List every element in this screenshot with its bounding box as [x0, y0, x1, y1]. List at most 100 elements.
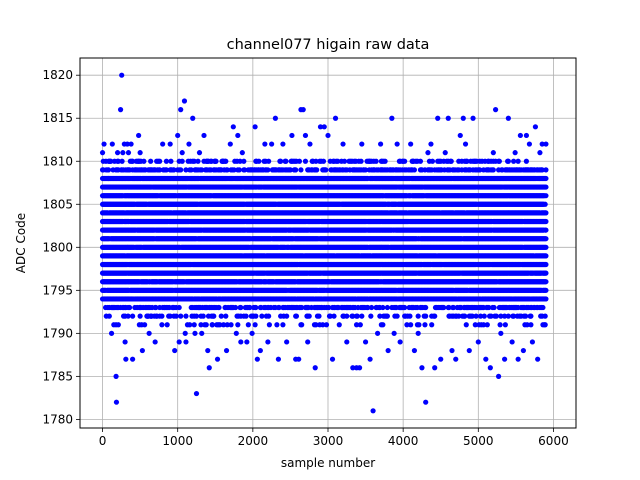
data-point	[415, 330, 421, 336]
data-point	[130, 158, 136, 164]
data-point	[492, 107, 499, 113]
data-point	[223, 313, 229, 319]
data-point	[259, 313, 265, 319]
data-point	[266, 322, 272, 328]
data-point	[543, 141, 549, 147]
data-point	[196, 150, 203, 156]
data-point	[316, 313, 322, 319]
data-point	[209, 322, 215, 328]
data-point	[125, 150, 132, 156]
data-point	[123, 356, 129, 362]
data-point	[498, 330, 504, 336]
data-point	[532, 124, 539, 130]
data-point	[235, 132, 241, 139]
data-point	[192, 330, 198, 336]
data-point	[460, 115, 466, 121]
data-point	[164, 322, 170, 328]
data-point	[252, 322, 258, 328]
data-point	[408, 141, 414, 147]
data-point	[520, 347, 526, 354]
data-point	[183, 313, 189, 319]
data-point	[359, 141, 365, 147]
data-point	[139, 322, 145, 328]
data-point	[193, 390, 200, 397]
data-point	[105, 167, 112, 173]
data-point	[375, 330, 381, 336]
data-point	[378, 141, 384, 147]
data-point	[146, 330, 152, 336]
data-point	[280, 141, 286, 147]
data-point	[293, 313, 300, 319]
data-point	[127, 304, 133, 311]
data-point	[245, 322, 251, 328]
data-point	[128, 141, 134, 147]
data-point	[186, 141, 192, 147]
data-point	[243, 313, 249, 319]
data-point	[114, 150, 121, 156]
data-point	[449, 347, 455, 354]
data-point	[269, 141, 275, 147]
data-point	[176, 339, 182, 345]
data-point	[232, 304, 239, 311]
data-point	[175, 132, 181, 139]
data-point	[265, 339, 271, 345]
data-point	[537, 150, 543, 156]
data-point	[298, 167, 304, 173]
data-point	[539, 141, 545, 147]
data-point	[340, 141, 346, 147]
data-point	[141, 158, 147, 164]
data-point	[223, 158, 229, 164]
data-point	[167, 141, 173, 147]
data-point	[201, 132, 207, 139]
data-point	[312, 365, 318, 371]
data-point	[253, 313, 259, 319]
data-point	[139, 347, 145, 354]
data-point	[109, 141, 115, 147]
data-point	[173, 313, 179, 319]
data-point	[323, 322, 330, 328]
data-point	[136, 132, 142, 139]
data-point	[178, 313, 184, 319]
data-point	[293, 167, 299, 173]
data-point	[265, 167, 271, 173]
data-point	[215, 322, 221, 328]
data-point	[159, 313, 165, 319]
data-point	[453, 356, 459, 362]
data-point	[350, 365, 356, 371]
data-point	[307, 141, 313, 147]
data-point	[509, 339, 515, 345]
data-point	[239, 150, 245, 156]
data-point	[223, 347, 230, 354]
data-point	[314, 167, 320, 173]
data-point	[302, 132, 309, 139]
data-point	[181, 98, 188, 104]
data-point	[302, 158, 309, 164]
data-point	[535, 356, 541, 362]
data-point	[344, 339, 350, 345]
data-point	[257, 347, 263, 354]
data-point	[190, 115, 196, 121]
data-point	[238, 339, 244, 345]
data-point	[305, 339, 311, 345]
data-point	[160, 141, 166, 147]
data-point	[195, 158, 201, 164]
data-point	[385, 347, 391, 354]
data-point	[423, 399, 429, 405]
data-point	[113, 322, 119, 328]
data-point	[249, 330, 255, 336]
data-point	[236, 167, 242, 173]
data-point	[193, 313, 200, 319]
data-point	[336, 322, 342, 328]
data-point	[394, 141, 400, 147]
data-point	[284, 313, 290, 319]
data-point	[296, 158, 303, 164]
data-point	[475, 339, 481, 345]
data-point	[101, 141, 107, 147]
data-point	[435, 115, 441, 121]
data-point	[515, 356, 521, 362]
data-point	[296, 356, 302, 362]
data-point	[438, 356, 444, 362]
data-point	[99, 150, 106, 156]
data-point	[404, 322, 410, 328]
